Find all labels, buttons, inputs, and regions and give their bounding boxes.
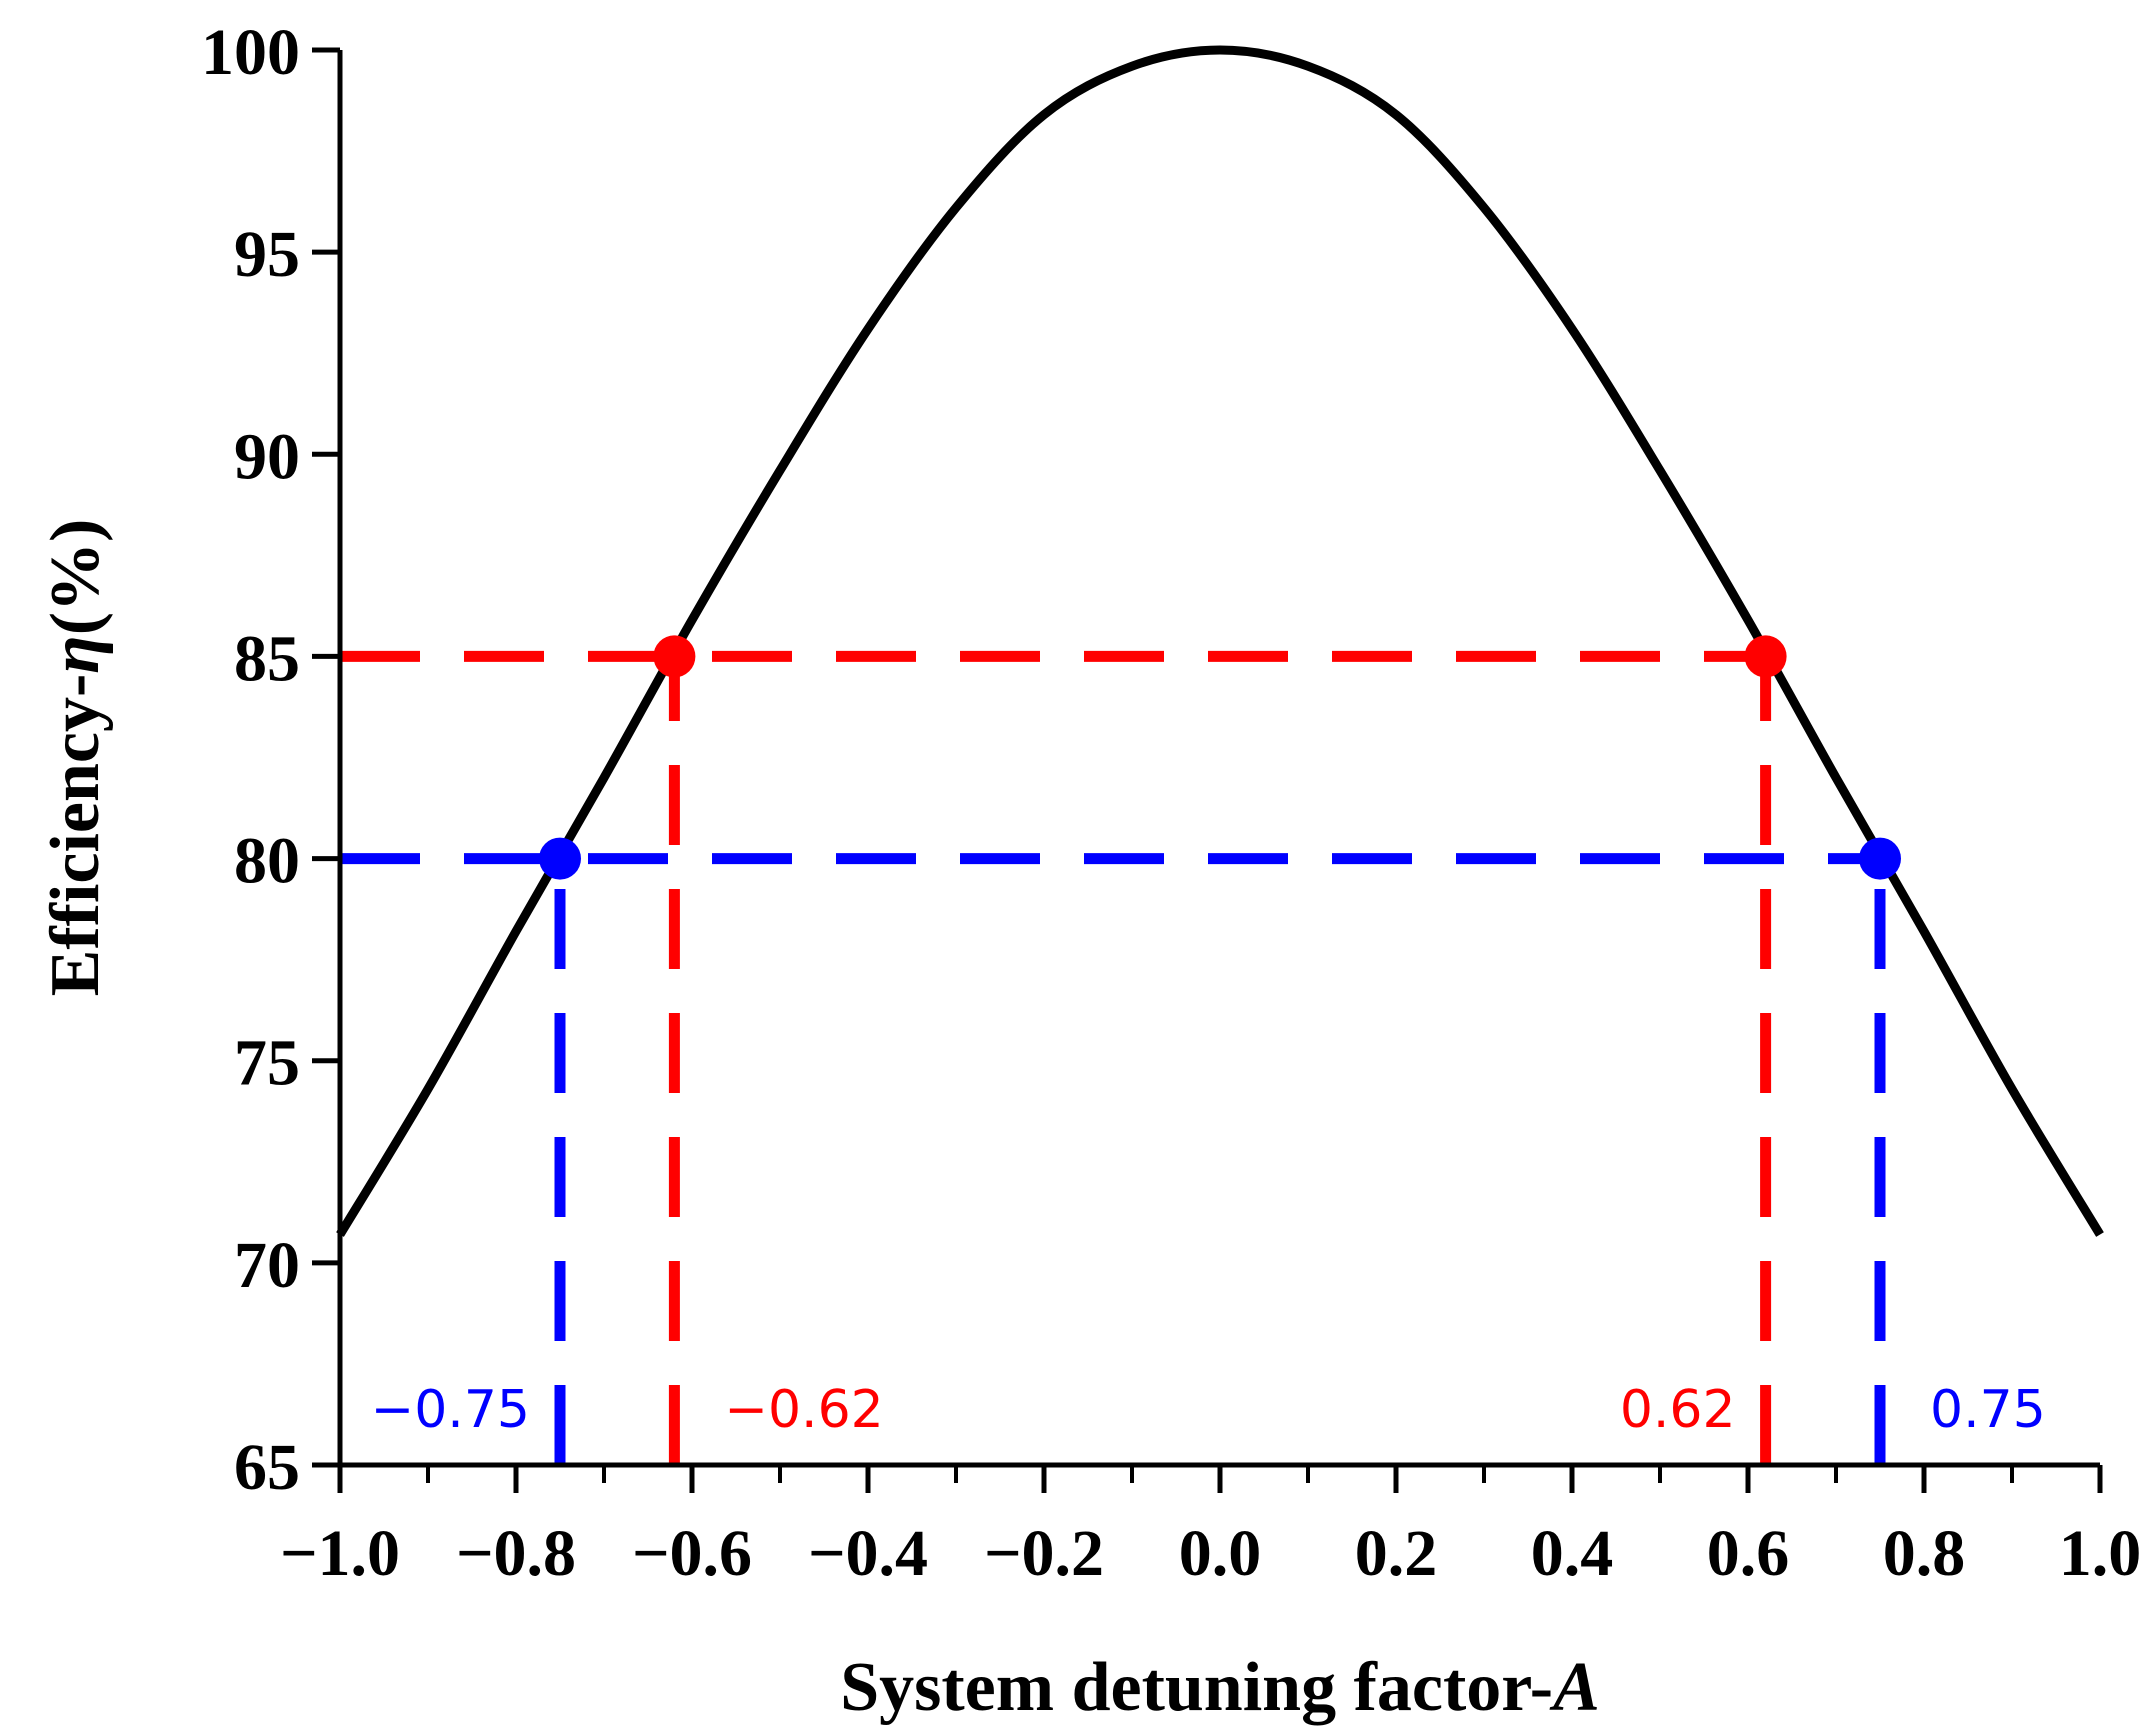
series-line-efficiency (336, 45, 2104, 1237)
marker-red-left-point (653, 635, 696, 678)
marker-red-right-point (1744, 635, 1787, 678)
x-tick-label: 0.0 (1179, 1517, 1262, 1590)
marker-blue-right-point (1859, 837, 1901, 880)
x-tick-label: 0.2 (1355, 1517, 1438, 1590)
y-tick-label: 80 (234, 825, 300, 898)
y-tick-label: 65 (234, 1431, 300, 1504)
x-tick-label: −1.0 (280, 1517, 400, 1590)
y-tick-label: 100 (201, 16, 300, 89)
x-tick-label: 0.8 (1883, 1517, 1966, 1590)
y-tick-label: 75 (234, 1027, 300, 1100)
x-tick-label: 0.6 (1707, 1517, 1790, 1590)
annotation-red-right-label: 0.62 (1620, 1380, 1736, 1440)
markers-layer (539, 635, 1901, 880)
x-tick-label: −0.2 (984, 1517, 1104, 1590)
x-axis-title-variable: A (1549, 1649, 1600, 1726)
plot-series-layer (336, 45, 2104, 1237)
marker-blue-left-point (539, 837, 581, 880)
annotations-layer: −0.75 −0.62 0.62 0.75 (371, 1380, 2046, 1440)
axes-layer: 65 70 75 80 85 90 95 100 −1.0 −0.8 −0.6 −0.4 −0.2 0.0… (201, 16, 2141, 1590)
y-axis-title: Efficiency-η(%) (37, 519, 114, 997)
x-tick-label: −0.6 (632, 1517, 752, 1590)
x-tick-label: −0.8 (456, 1517, 576, 1590)
annotation-blue-left-label: −0.75 (371, 1380, 530, 1440)
x-tick-label: 0.4 (1531, 1517, 1614, 1590)
y-tick-label: 90 (234, 420, 300, 493)
x-tick-label: 1.0 (2059, 1517, 2142, 1590)
x-tick-label: −0.4 (808, 1517, 928, 1590)
reference-lines-layer (340, 650, 1886, 1465)
annotation-blue-right-label: 0.75 (1930, 1380, 2046, 1440)
annotation-red-left-label: −0.62 (724, 1380, 883, 1440)
y-axis-title-variable: η (37, 635, 114, 673)
y-tick-label: 85 (234, 622, 300, 695)
y-tick-label: 70 (234, 1229, 300, 1302)
x-axis-title: System detuning factor-A (840, 1649, 1600, 1726)
y-tick-label: 95 (234, 218, 300, 291)
